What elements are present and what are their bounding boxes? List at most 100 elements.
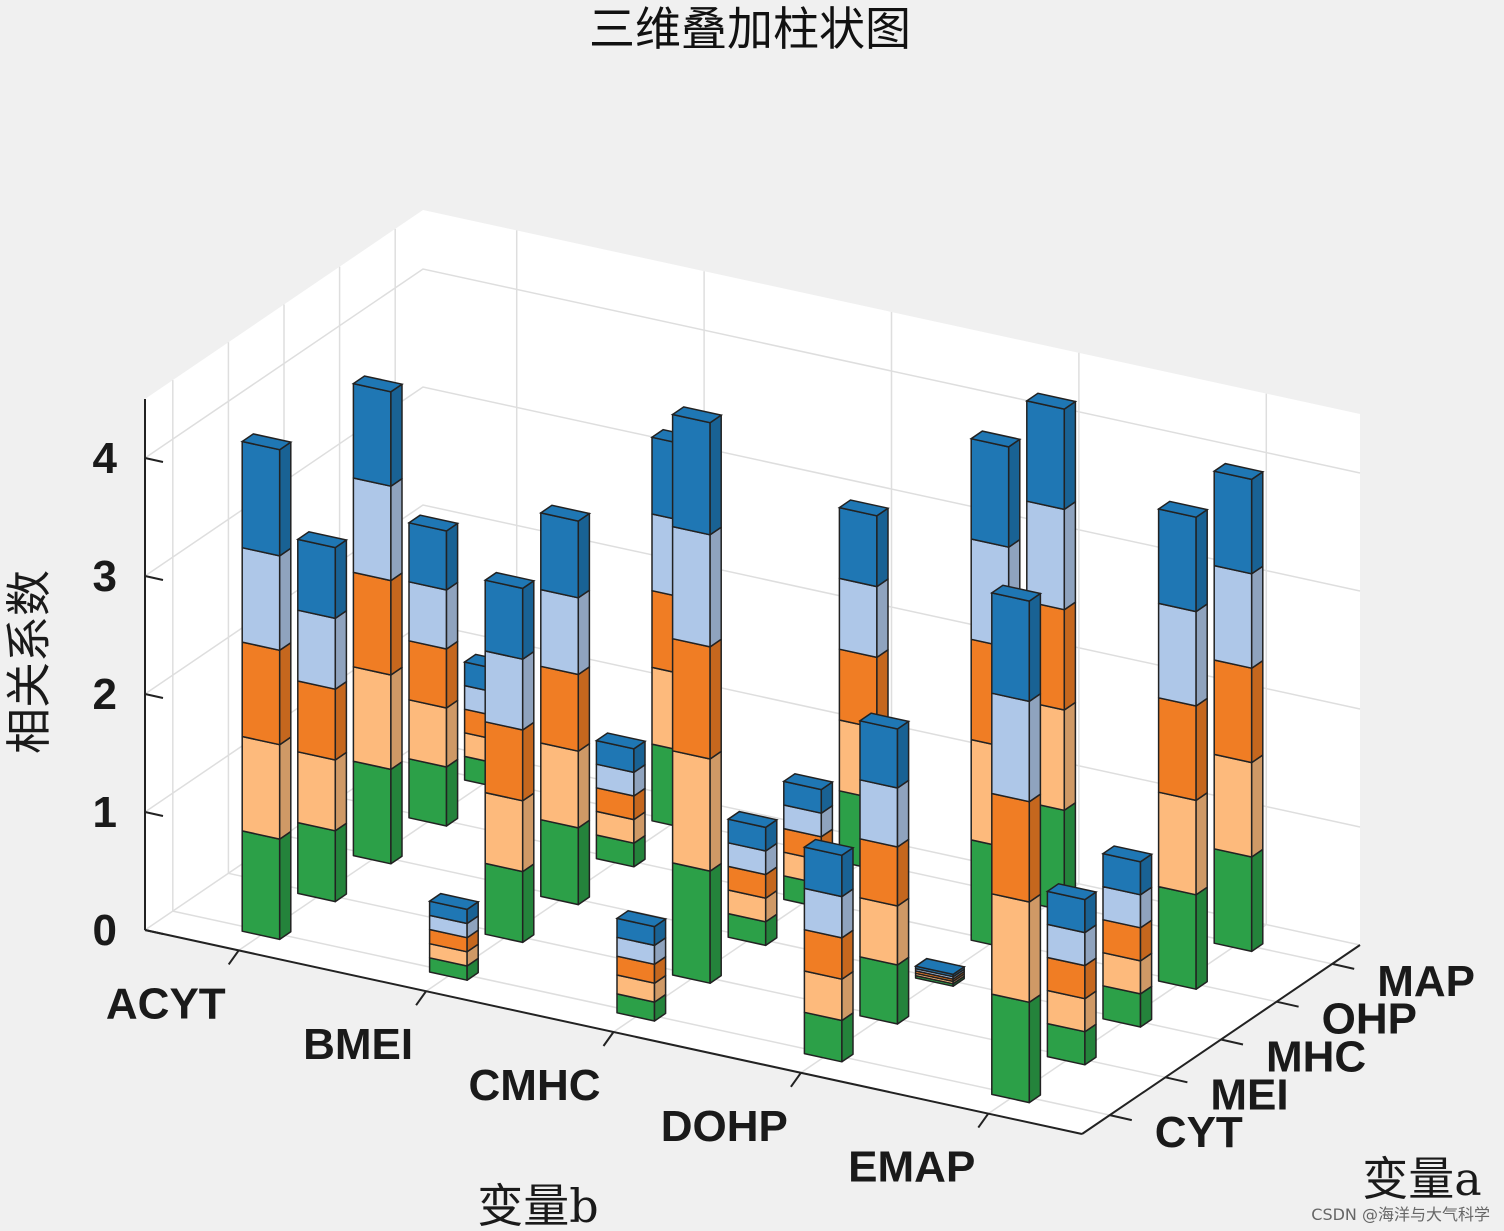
bar-segment-front	[484, 579, 524, 660]
stacked-bar-BMEI-CYT	[427, 892, 481, 981]
stacked-bar-DOHP-MEI	[858, 712, 911, 1025]
bar-segment-side	[577, 589, 591, 676]
y-category-label: MHC	[1266, 1033, 1366, 1082]
stacked-bar-EMAP-CYT	[989, 584, 1043, 1104]
stacked-bar-EMAP-MHC	[1101, 845, 1154, 1028]
bar-segment-side	[1063, 601, 1077, 711]
bar-segment-front	[352, 666, 392, 771]
stacked-bar-CMHC-MEI	[670, 406, 724, 984]
bar-segment-side	[709, 638, 722, 760]
bar-segment-front	[671, 637, 711, 760]
bar-segment-front	[241, 641, 281, 746]
bar-top-cap	[802, 838, 855, 857]
bar-segment-front	[1213, 564, 1253, 669]
bar-segment-side	[896, 720, 910, 789]
z-tick	[144, 929, 164, 935]
bar-segment-front	[241, 735, 281, 840]
bar-segment-side	[1250, 659, 1264, 764]
bar-segment-side	[1250, 754, 1264, 858]
bar-segment-front	[297, 751, 337, 832]
bar-segment-side	[521, 863, 535, 944]
stacked-bar-BMEI-MHC	[538, 504, 592, 906]
bar-top-cap	[295, 530, 349, 549]
y-tick	[1165, 1076, 1188, 1084]
bar-segment-front	[297, 680, 337, 761]
bar-segment-side	[334, 539, 348, 620]
bar-segment-front	[859, 779, 899, 848]
bar-top-cap	[538, 504, 592, 522]
bar-top-cap	[1101, 845, 1154, 863]
bar-segment-side	[390, 572, 403, 676]
bar-segment-side	[1250, 471, 1264, 575]
bar-segment-front	[1157, 602, 1197, 707]
bar-top-cap	[858, 712, 911, 730]
bar-segment-front	[1213, 659, 1253, 764]
y-category-label: CYT	[1155, 1108, 1243, 1157]
x-category-label: DOHP	[661, 1102, 788, 1151]
bar-segment-side	[1250, 848, 1264, 953]
bar-segment-front	[540, 742, 580, 829]
stacked-bar-ACYT-MHC	[351, 375, 404, 865]
bar-segment-front	[352, 571, 392, 676]
bar-segment-front	[838, 506, 878, 588]
bar-segment-front	[1157, 791, 1197, 896]
bar-segment-side	[445, 758, 459, 827]
y-tick	[1276, 1000, 1299, 1008]
bar-top-cap	[726, 810, 779, 829]
bar-segment-front	[484, 650, 524, 731]
bar-top-cap	[483, 571, 536, 590]
bar-segment-front	[297, 821, 337, 903]
bar-segment-front	[241, 440, 281, 557]
bar-segment-front	[671, 750, 711, 872]
bar-segment-front	[540, 665, 580, 752]
bar-segment-side	[445, 581, 459, 650]
z-tick-label: 1	[93, 788, 117, 837]
x-tick	[977, 1113, 990, 1129]
bar-segment-front	[241, 830, 281, 941]
bar-segment-front	[241, 546, 281, 652]
y-tick	[1220, 1038, 1244, 1046]
bar-segment-side	[521, 721, 535, 802]
bar-segment-front	[1157, 508, 1197, 613]
bar-segment-front	[1213, 470, 1253, 575]
bar-segment-side	[278, 830, 292, 941]
bar-segment-side	[1063, 701, 1077, 812]
bar-segment-side	[577, 666, 591, 752]
bar-segment-front	[1213, 753, 1253, 858]
bar-segment-side	[1028, 993, 1042, 1104]
bar-top-cap	[670, 406, 724, 424]
y-category-label: OHP	[1322, 995, 1417, 1044]
bar-segment-side	[1028, 693, 1042, 803]
y-tick	[1331, 962, 1355, 970]
bar-segment-front	[408, 699, 448, 768]
bar-segment-side	[445, 522, 459, 591]
bar-segment-front	[1026, 400, 1066, 511]
stacked-bar-DOHP-CYT	[802, 838, 855, 1063]
bar-segment-front	[408, 758, 448, 827]
bar-segment-front	[297, 609, 337, 690]
bar-segment-side	[390, 477, 403, 582]
x-axis-title: 变量b	[477, 1179, 598, 1231]
bar-segment-front	[484, 862, 524, 944]
stacked-bar-CMHC-CYT	[615, 909, 668, 1022]
x-category-label: CMHC	[469, 1061, 601, 1110]
bar-top-cap	[407, 514, 460, 532]
bar-segment-front	[671, 413, 711, 536]
bar-top-cap	[781, 772, 835, 791]
bar-segment-front	[859, 956, 899, 1025]
bar-segment-front	[484, 721, 524, 802]
bar-segment-front	[859, 720, 899, 789]
bar-segment-front	[671, 862, 711, 984]
bar-segment-side	[577, 512, 591, 599]
bar-segment-side	[709, 526, 722, 648]
z-axis-title: 相关系数	[2, 570, 56, 754]
stacked-bar-ACYT-OHP	[407, 514, 460, 827]
z-tick-label: 3	[93, 552, 117, 601]
bar-segment-side	[278, 441, 292, 557]
bar-segment-front	[991, 592, 1031, 703]
bar-segment-side	[445, 640, 459, 709]
bar-segment-front	[408, 581, 448, 650]
stacked-bar-BMEI-MEI	[483, 571, 536, 944]
